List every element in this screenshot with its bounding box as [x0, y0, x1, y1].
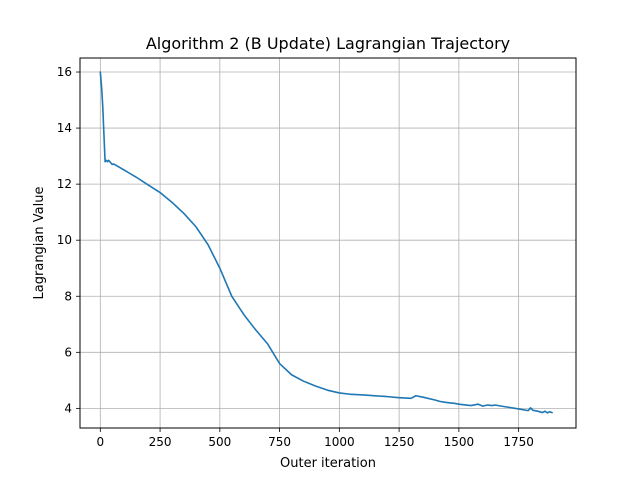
x-tick-label: 1250 — [384, 435, 415, 449]
y-tick-label: 12 — [57, 177, 72, 191]
y-axis-label: Lagrangian Value — [32, 187, 47, 300]
x-tick-label: 500 — [208, 435, 231, 449]
chart-title: Algorithm 2 (B Update) Lagrangian Trajec… — [146, 34, 510, 53]
y-tick-label: 6 — [64, 345, 72, 359]
x-tick-label: 0 — [96, 435, 104, 449]
x-axis-label: Outer iteration — [280, 456, 376, 471]
grid-lines — [80, 58, 576, 428]
x-tick-label: 1500 — [444, 435, 475, 449]
y-tick-label: 10 — [57, 233, 72, 247]
plot-frame — [79, 57, 577, 429]
y-tick-label: 4 — [64, 401, 72, 415]
y-axis-ticks: 4 6 8 10 12 14 16 — [57, 65, 80, 415]
y-tick-label: 16 — [57, 65, 72, 79]
x-axis-ticks: 0 250 500 750 1000 1250 1500 1750 — [96, 428, 534, 449]
x-tick-label: 1750 — [503, 435, 534, 449]
series-line — [99, 71, 553, 414]
x-tick-label: 750 — [268, 435, 291, 449]
y-tick-label: 8 — [64, 289, 72, 303]
x-tick-label: 1000 — [324, 435, 355, 449]
y-tick-label: 14 — [57, 121, 72, 135]
x-tick-label: 250 — [149, 435, 172, 449]
series-layer — [99, 71, 553, 414]
